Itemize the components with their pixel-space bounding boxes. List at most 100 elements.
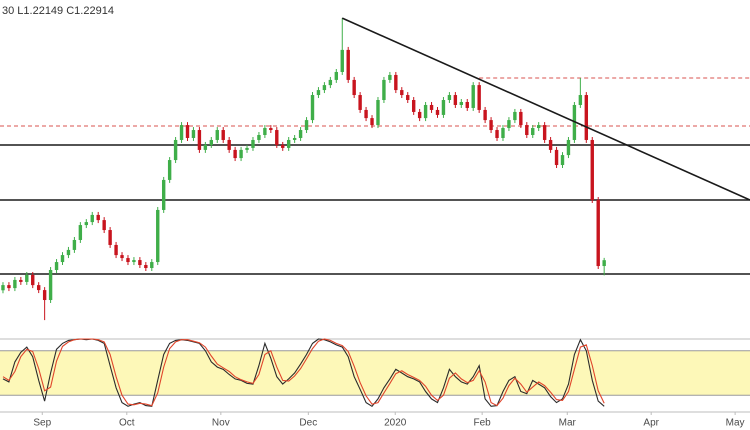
candle-body xyxy=(483,109,487,121)
candle-body xyxy=(286,139,291,148)
candle-body xyxy=(233,149,237,159)
candle-body xyxy=(281,144,285,148)
candle-body xyxy=(423,104,428,119)
candle-body xyxy=(221,130,225,140)
candle-body xyxy=(203,144,208,150)
candle-body xyxy=(542,125,547,140)
candle-body xyxy=(352,79,356,96)
candle-body xyxy=(519,111,523,126)
candle-body xyxy=(465,101,469,108)
candle-body xyxy=(161,179,166,210)
candle-body xyxy=(42,290,47,301)
candle-body xyxy=(489,120,493,131)
candle-body xyxy=(36,285,41,291)
candle-body xyxy=(406,95,410,101)
candle-body xyxy=(370,118,374,126)
candle-body xyxy=(334,71,339,80)
candle-body xyxy=(126,258,130,263)
candle-body xyxy=(90,214,94,223)
candle-body xyxy=(429,104,434,110)
candle-body xyxy=(376,100,380,126)
candle-body xyxy=(417,111,422,119)
candle-body xyxy=(554,149,559,166)
x-tick-label: Apr xyxy=(643,418,659,429)
candle-body xyxy=(72,239,77,250)
candle-body xyxy=(459,101,464,105)
candle-body xyxy=(156,209,160,263)
candle-body xyxy=(173,139,178,161)
candle-body xyxy=(513,111,517,121)
candle-body xyxy=(328,79,333,86)
candle-body xyxy=(19,279,23,282)
candle-body xyxy=(275,130,279,145)
trendline xyxy=(341,17,750,201)
x-tick-label: 2020 xyxy=(384,418,407,429)
candle-body xyxy=(346,49,350,80)
candle-body xyxy=(84,222,89,226)
candle-body xyxy=(292,137,297,140)
candle-body xyxy=(447,95,452,101)
candle-body xyxy=(185,125,190,138)
candle-body xyxy=(394,74,398,91)
candle-body xyxy=(60,255,65,263)
candle-body xyxy=(560,155,565,166)
x-tick-label: Oct xyxy=(119,418,135,429)
candle-body xyxy=(245,147,249,150)
candle-body xyxy=(578,95,583,105)
candle-body xyxy=(507,120,511,129)
candle-body xyxy=(584,95,589,140)
candle-body xyxy=(7,285,11,289)
candle-body xyxy=(501,128,505,138)
candle-body xyxy=(144,265,148,269)
candle-body xyxy=(114,244,118,256)
candle-body xyxy=(590,139,594,201)
candle-body xyxy=(435,109,440,115)
candle-body xyxy=(453,95,458,105)
candle-body xyxy=(13,279,17,289)
candle-body xyxy=(411,100,416,112)
candle-body xyxy=(78,225,83,240)
ohlc-legend: 30 L1.22149 C1.22914 xyxy=(2,5,114,17)
candle-body xyxy=(566,139,571,156)
candle-body xyxy=(257,135,261,140)
x-tick-label: Feb xyxy=(474,418,492,429)
x-tick-label: Dec xyxy=(299,418,317,429)
candle-body xyxy=(120,255,124,259)
x-tick-label: Sep xyxy=(33,418,51,429)
candle-body xyxy=(227,139,231,150)
candle-body xyxy=(215,130,219,140)
candle-body xyxy=(239,149,243,159)
candle-body xyxy=(31,274,35,286)
candle-body xyxy=(191,130,196,138)
candle-body xyxy=(536,125,541,129)
candle-body xyxy=(358,95,362,110)
candle-body xyxy=(596,200,600,267)
stoch-line xyxy=(2,338,605,407)
candle-body xyxy=(310,95,315,121)
candle-body xyxy=(150,262,154,269)
candle-body xyxy=(400,90,404,96)
x-tick-label: Nov xyxy=(212,418,230,429)
candle-body xyxy=(531,128,535,136)
candle-body xyxy=(525,125,529,136)
candle-body xyxy=(441,100,446,115)
candle-body xyxy=(602,260,606,267)
candle-body xyxy=(251,139,255,148)
candle-body xyxy=(304,120,309,131)
candle-body xyxy=(1,285,5,291)
candle-body xyxy=(108,230,112,245)
candle-body xyxy=(316,90,321,96)
candle-body xyxy=(66,249,71,256)
stoch-band xyxy=(0,350,750,396)
candle-body xyxy=(364,109,368,119)
candle-body xyxy=(263,128,267,136)
candle-body xyxy=(340,49,344,72)
candle-body xyxy=(25,274,29,282)
candle-body xyxy=(138,260,142,266)
candle-body xyxy=(477,85,481,110)
candle-body xyxy=(548,139,553,150)
candle-body xyxy=(209,139,214,145)
candle-body xyxy=(167,160,172,180)
candle-body xyxy=(102,220,106,231)
